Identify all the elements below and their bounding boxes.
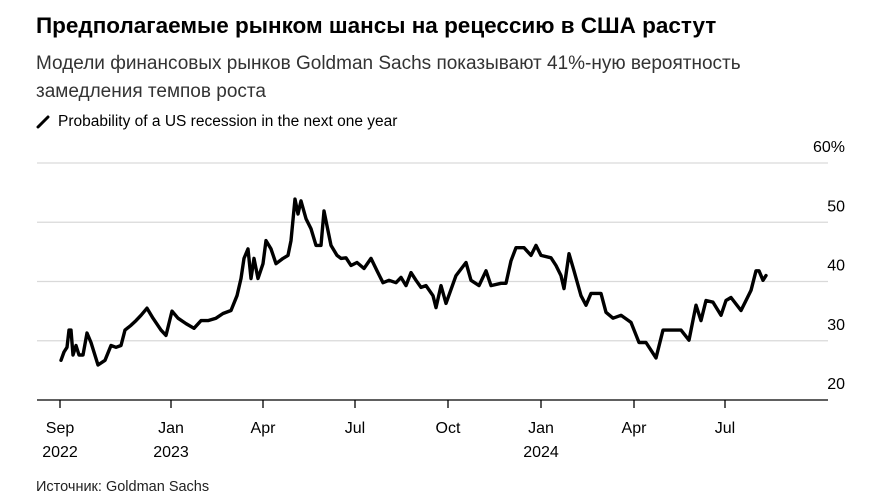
x-tick-label: Apr [622, 420, 648, 437]
x-tick-label: Oct [436, 420, 461, 437]
x-tick-label: Jul [715, 420, 735, 437]
x-tick-year: 2024 [523, 444, 559, 461]
y-tick-label: 20 [827, 376, 845, 393]
x-tick-label: Sep [46, 420, 75, 437]
x-tick-year: 2023 [153, 444, 189, 461]
x-tick-label: Jan [158, 420, 184, 437]
x-tick-label: Jul [345, 420, 365, 437]
x-tick-label: Apr [251, 420, 277, 437]
legend-label: Probability of a US recession in the nex… [58, 113, 398, 130]
x-tick-year: 2022 [42, 444, 78, 461]
chart-subtitle: Модели финансовых рынков Goldman Sachs п… [36, 53, 741, 102]
y-tick-label: 60% [813, 139, 845, 156]
chart-title: Предполагаемые рынком шансы на рецессию … [36, 13, 717, 38]
source-note: Источник: Goldman Sachs [36, 479, 210, 495]
x-tick-label: Jan [528, 420, 554, 437]
series-line-recession-probability [59, 197, 768, 367]
line-legend-icon [36, 115, 50, 129]
y-tick-label: 30 [827, 317, 845, 334]
legend: Probability of a US recession in the nex… [36, 113, 397, 131]
y-tick-label: 50 [827, 198, 845, 215]
y-tick-label: 40 [827, 258, 845, 275]
